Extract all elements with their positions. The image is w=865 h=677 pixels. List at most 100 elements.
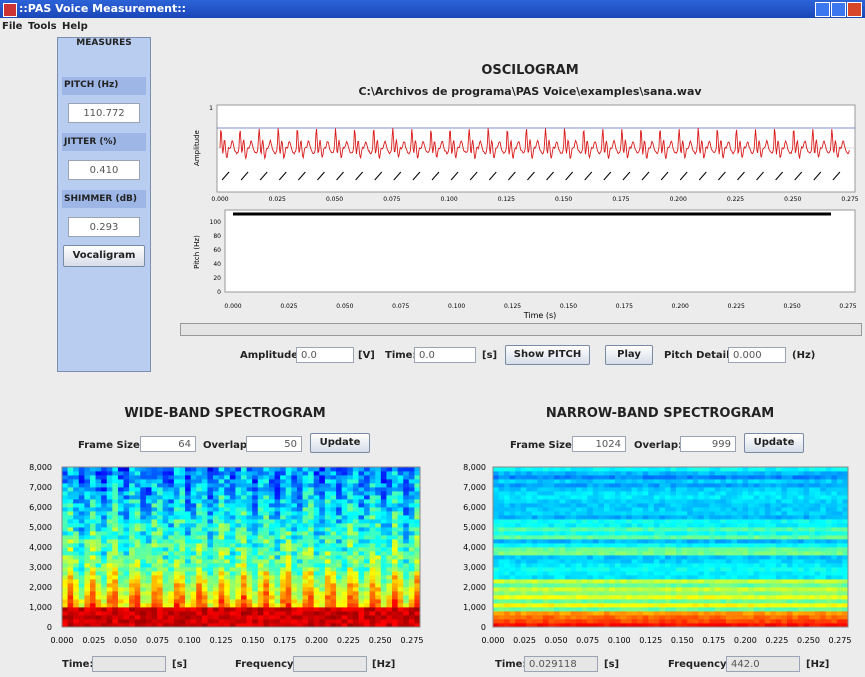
spectrogram-cell	[804, 615, 810, 619]
spectrogram-cell	[168, 559, 174, 563]
spectrogram-cell	[515, 527, 521, 531]
spectrogram-cell	[398, 551, 404, 555]
close-button[interactable]	[847, 2, 862, 17]
spectrogram-cell	[174, 583, 180, 587]
menu-item[interactable]: Help	[62, 21, 88, 32]
spectrogram-cell	[398, 563, 404, 567]
update-button[interactable]: Update	[744, 433, 804, 453]
time-field[interactable]: 0.029118	[524, 656, 598, 672]
spectrogram-cell	[560, 615, 566, 619]
spectrogram-cell	[202, 579, 208, 583]
spectrogram-cell	[342, 527, 348, 531]
minimize-button[interactable]	[815, 2, 830, 17]
play-button[interactable]: Play	[605, 345, 653, 365]
spectrogram-cell	[129, 543, 135, 547]
spectrogram-cell	[621, 503, 627, 507]
spectrogram-cell	[504, 591, 510, 595]
spectrogram-cell	[252, 603, 258, 607]
shimmer-value: 0.293	[68, 217, 140, 237]
spectrogram-cell	[112, 595, 118, 599]
update-button[interactable]: Update	[310, 433, 370, 453]
spectrogram-cell	[576, 579, 582, 583]
spectrogram-cell	[709, 603, 715, 607]
spectrogram-cell	[146, 483, 152, 487]
spectrogram-cell	[504, 559, 510, 563]
frame-size-field[interactable]: 1024	[572, 436, 626, 452]
time-field[interactable]: 0.0	[414, 347, 476, 363]
spectrogram-cell	[671, 491, 677, 495]
spectrogram-cell	[676, 583, 682, 587]
frequency-field[interactable]: 442.0	[726, 656, 800, 672]
spectrogram-cell	[609, 583, 615, 587]
spectrogram-cell	[554, 567, 560, 571]
frequency-label: Frequency:	[668, 659, 731, 670]
spectrogram-cell	[269, 495, 275, 499]
overlap-field[interactable]: 50	[246, 436, 302, 452]
spectrogram-cell	[643, 487, 649, 491]
x-tick-label: 0.100	[440, 196, 457, 203]
spectrogram-cell	[353, 599, 359, 603]
maximize-button[interactable]	[831, 2, 846, 17]
spectrogram-cell	[342, 499, 348, 503]
spectrogram-cell	[615, 531, 621, 535]
spectrogram-cell	[582, 547, 588, 551]
spectrogram-cell	[303, 535, 309, 539]
spectrogram-cell	[73, 611, 79, 615]
spectrogram-cell	[682, 583, 688, 587]
spectrogram-cell	[179, 519, 185, 523]
spectrogram-cell	[79, 515, 85, 519]
spectrogram-cell	[682, 531, 688, 535]
show-pitch-button[interactable]: Show PITCH	[505, 345, 590, 365]
spectrogram-cell	[107, 563, 113, 567]
frequency-field[interactable]	[293, 656, 367, 672]
spectrogram-cell	[787, 467, 793, 471]
spectrogram-cell	[179, 591, 185, 595]
spectrogram-cell	[704, 555, 710, 559]
spectrogram-cell	[129, 587, 135, 591]
pitch-detail-field[interactable]: 0.000	[728, 347, 786, 363]
spectrogram-cell	[392, 575, 398, 579]
spectrogram-cell	[196, 479, 202, 483]
spectrogram-cell	[308, 583, 314, 587]
spectrogram-cell	[135, 491, 141, 495]
spectrogram-cell	[286, 603, 292, 607]
spectrogram-cell	[168, 511, 174, 515]
spectrogram-cell	[168, 467, 174, 471]
spectrogram-cell	[659, 471, 665, 475]
spectrogram-cell	[84, 491, 90, 495]
spectrogram-cell	[582, 503, 588, 507]
overlap-field[interactable]: 999	[680, 436, 736, 452]
spectrogram-cell	[342, 483, 348, 487]
spectrogram-cell	[308, 531, 314, 535]
spectrogram-cell	[386, 475, 392, 479]
spectrogram-cell	[325, 483, 331, 487]
spectrogram-cell	[609, 579, 615, 583]
time-field[interactable]	[92, 656, 166, 672]
spectrogram-cell	[776, 467, 782, 471]
spectrogram-cell	[804, 519, 810, 523]
spectrogram-cell	[152, 559, 158, 563]
spectrogram-cell	[263, 559, 269, 563]
spectrogram-cell	[269, 547, 275, 551]
spectrogram-cell	[510, 495, 516, 499]
spectrogram-cell	[510, 531, 516, 535]
spectrogram-cell	[770, 591, 776, 595]
frame-size-field[interactable]: 64	[140, 436, 196, 452]
spectrogram-cell	[207, 467, 213, 471]
spectrogram-cell	[118, 531, 124, 535]
spectrogram-cell	[381, 483, 387, 487]
spectrogram-cell	[375, 507, 381, 511]
spectrogram-cell	[403, 499, 409, 503]
y-tick-label: 80	[213, 233, 221, 240]
vocaligram-button[interactable]: Vocaligram	[63, 245, 145, 267]
spectrogram-cell	[704, 503, 710, 507]
spectrogram-cell	[759, 499, 765, 503]
spectrogram-cell	[168, 535, 174, 539]
menu-item[interactable]: Tools	[28, 21, 57, 32]
menu-item[interactable]: File	[2, 21, 22, 32]
amplitude-field[interactable]: 0.0	[296, 347, 354, 363]
spectrogram-cell	[403, 563, 409, 567]
spectrogram-cell	[207, 599, 213, 603]
spectrogram-cell	[499, 511, 505, 515]
unit-label: [s]	[172, 659, 187, 670]
